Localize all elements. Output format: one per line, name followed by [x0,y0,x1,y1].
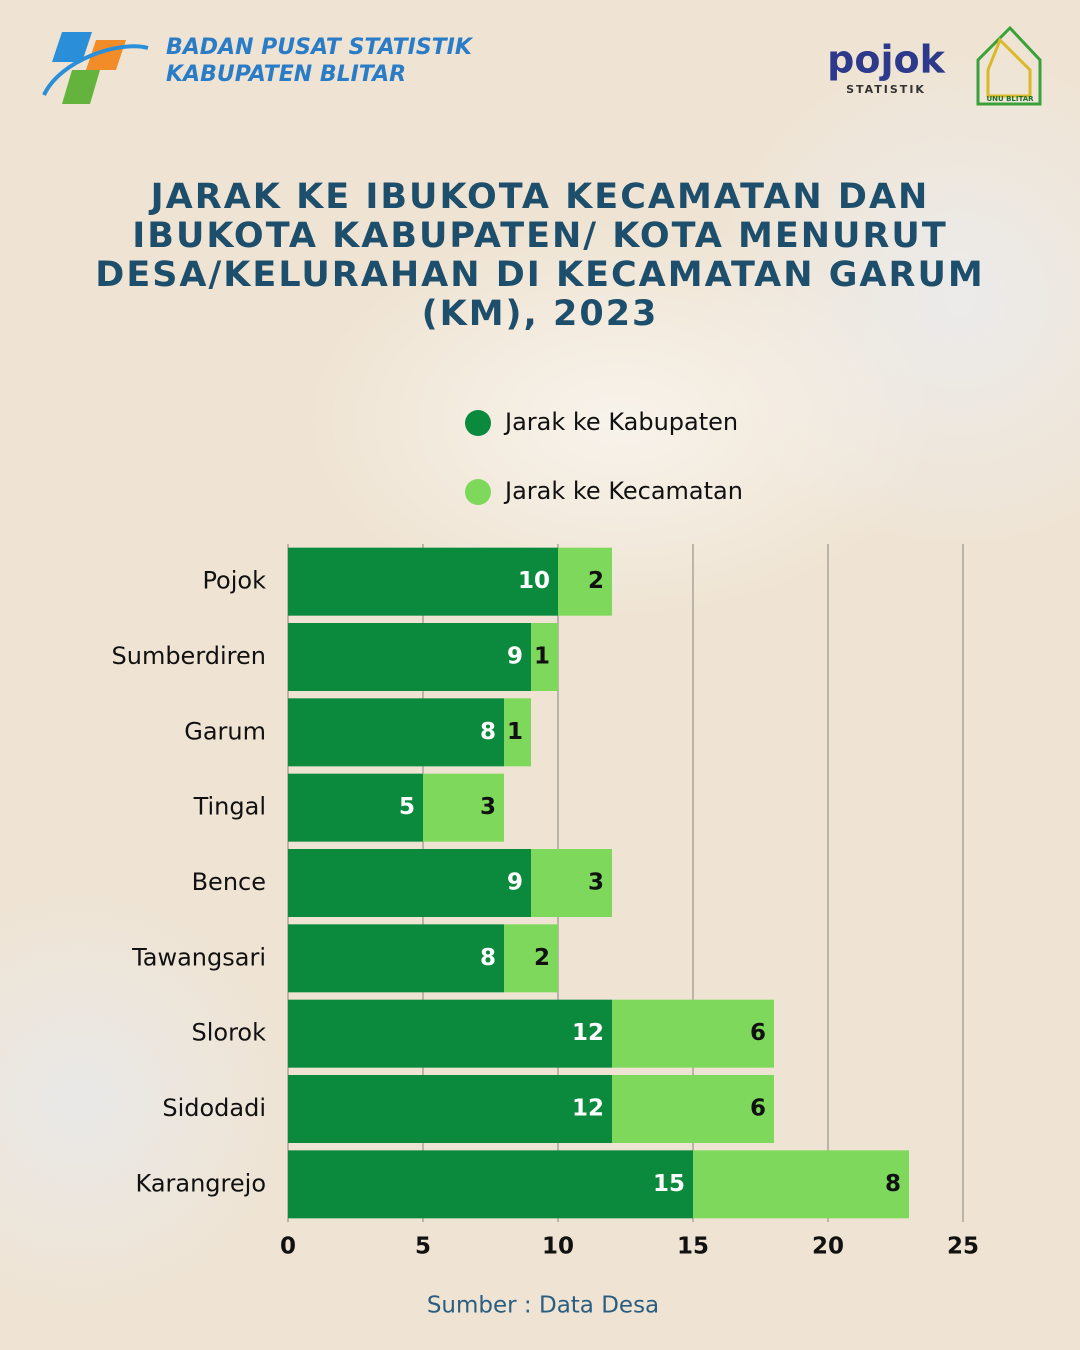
unu-logo [976,25,1042,106]
value-label: 9 [507,644,523,670]
value-label: 15 [653,1171,685,1197]
value-label: 2 [588,568,604,594]
value-label: 12 [572,1096,604,1122]
bar-segment [288,773,423,842]
y-tick-label: Pojok [202,567,266,595]
bar-segment [288,924,504,993]
x-tick-label: 0 [280,1234,296,1260]
y-tick-label: Tawangsari [131,943,266,971]
y-tick-label: Garum [184,717,266,745]
y-tick-label: Sumberdiren [112,642,267,670]
bar-segment [288,1150,693,1219]
value-label: 8 [480,945,496,971]
value-label: 12 [572,1020,604,1046]
y-tick-label: Bence [192,868,266,896]
bar-segment [612,999,774,1068]
bar-segment [531,623,558,691]
legend-swatch [465,410,491,436]
value-label: 3 [480,794,496,820]
partner-logo: pojok [827,38,945,82]
x-tick-label: 15 [677,1234,709,1260]
bar-segment [288,623,531,691]
chart-title: JARAK KE IBUKOTA KECAMATAN DAN IBUKOTA K… [95,177,985,334]
value-label: 10 [518,568,550,594]
bar-segment [693,1150,909,1219]
source: Sumber : Data Desa [427,1293,659,1319]
legend-swatch [465,479,491,505]
partner-sub: STATISTIK [846,83,926,96]
value-label: 1 [507,719,523,745]
value-label: 3 [588,870,604,896]
value-label: 6 [750,1020,766,1046]
bar-segment [288,547,558,616]
value-label: 8 [885,1171,901,1197]
bps-logo [42,32,149,104]
x-tick-label: 20 [812,1234,844,1260]
value-label: 9 [507,870,523,896]
value-label: 8 [480,719,496,745]
value-label: 2 [534,945,550,971]
org-name: KABUPATEN BLITAR [166,62,406,87]
x-tick-label: 25 [947,1234,979,1260]
value-label: 6 [750,1096,766,1122]
value-label: 1 [534,644,550,670]
bar-segment [288,1075,612,1143]
bar-segment [288,698,504,767]
bar-segment [423,773,504,842]
bar-segment [504,698,531,767]
legend-label: Jarak ke Kecamatan [503,477,743,505]
value-label: 5 [399,794,415,820]
bar-segment [612,1075,774,1143]
y-tick-label: Tingal [193,793,266,821]
y-tick-label: Sidodadi [162,1094,266,1122]
bar-segment [504,924,558,993]
bar-segment [558,547,612,616]
y-tick-label: Slorok [191,1019,266,1047]
org-name: BADAN PUSAT STATISTIK [166,35,474,60]
legend-label: Jarak ke Kabupaten [503,408,738,436]
bar-segment [288,849,531,917]
y-tick-label: Karangrejo [136,1169,267,1197]
x-tick-label: 5 [415,1234,431,1260]
bar-segment [288,999,612,1068]
partner2-label: UNU BLITAR [986,95,1034,103]
x-tick-label: 10 [542,1234,574,1260]
bar-segment [531,849,612,917]
